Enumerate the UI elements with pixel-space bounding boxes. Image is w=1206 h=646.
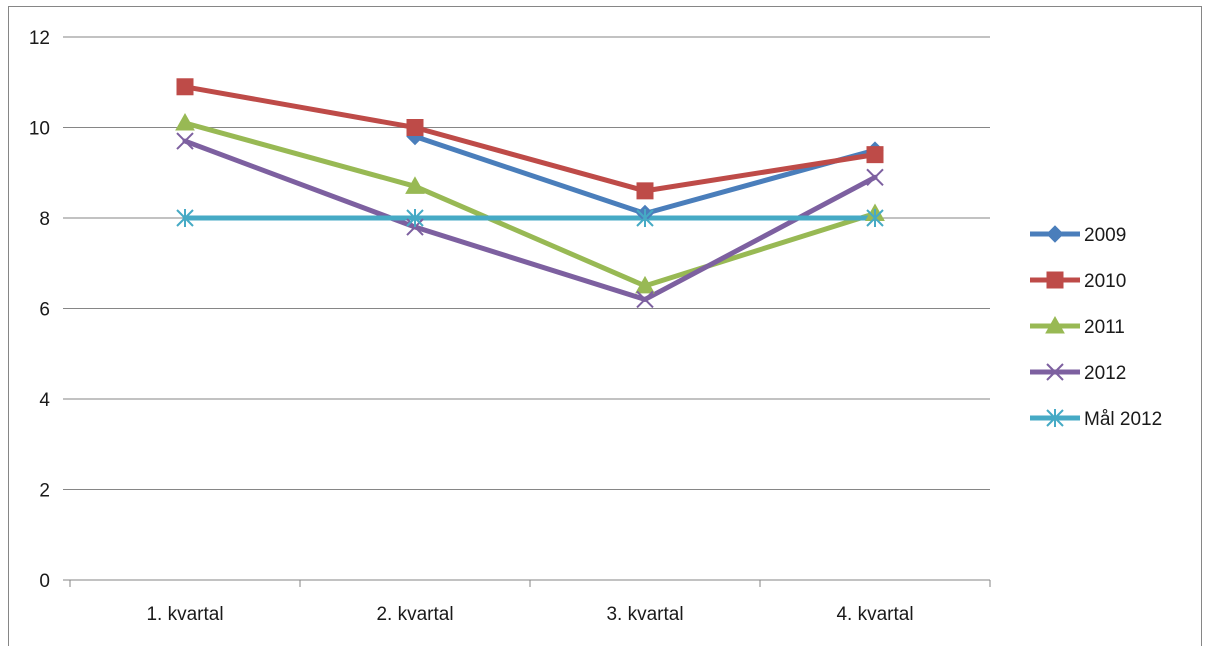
data-point-marker	[406, 119, 424, 136]
x-tick-label: 3. kvartal	[606, 604, 683, 625]
data-point-marker	[636, 209, 654, 227]
data-point-marker	[636, 182, 654, 200]
y-tick-label: 6	[39, 300, 50, 321]
y-tick-label: 10	[29, 119, 50, 140]
y-tick-label: 12	[29, 28, 50, 49]
x-tick-label: 4. kvartal	[836, 604, 913, 625]
data-point-marker	[636, 290, 654, 309]
legend-item: 2011	[1030, 315, 1125, 338]
legend-item: Mål 2012	[1030, 409, 1162, 430]
data-point-marker	[405, 176, 425, 194]
data-point-marker	[866, 168, 884, 186]
series-line-2012	[182, 138, 878, 302]
legend-label: 2011	[1084, 317, 1125, 338]
data-point-marker	[635, 275, 655, 294]
legend-item: 2010	[1030, 271, 1126, 292]
legend-swatch-marker	[1046, 363, 1064, 381]
legend-label: 2010	[1084, 271, 1126, 292]
data-point-marker	[866, 146, 884, 164]
chart-frame	[8, 6, 1202, 646]
data-point-marker	[406, 218, 424, 236]
legend-item: 2009	[1030, 225, 1126, 246]
y-tick-label: 2	[39, 481, 50, 502]
legend-label: 2012	[1084, 363, 1126, 384]
legend: 2009 2010 2011 2012 Mål 2012	[1030, 225, 1162, 430]
series-markers	[175, 78, 885, 309]
legend-swatch-marker	[1046, 271, 1064, 289]
legend-swatch-marker	[1046, 225, 1064, 243]
gridlines	[70, 36, 990, 581]
data-point-marker	[406, 209, 424, 227]
series-lines	[182, 84, 878, 302]
data-point-marker	[176, 209, 194, 227]
y-tick-label: 0	[39, 571, 50, 592]
legend-swatch-marker	[1046, 409, 1064, 427]
legend-label: 2009	[1084, 225, 1126, 246]
data-point-marker	[176, 78, 194, 96]
data-point-marker	[175, 112, 195, 131]
legend-swatch-marker	[1045, 315, 1065, 334]
legend-item: 2012	[1030, 363, 1126, 384]
y-tick-label: 4	[39, 390, 50, 411]
x-tick-label: 2. kvartal	[376, 604, 453, 625]
data-point-marker	[866, 209, 884, 227]
series-line-2010	[182, 84, 878, 194]
series-line-2011	[182, 120, 878, 289]
x-tick-label: 1. kvartal	[146, 604, 223, 625]
axes: 0 2 4 6 8 10 12 1. kvartal 2. kvartal 3. kvartal 4…	[29, 28, 991, 625]
legend-label: Mål 2012	[1084, 409, 1162, 430]
data-point-marker	[176, 132, 194, 150]
y-tick-label: 8	[39, 209, 50, 230]
